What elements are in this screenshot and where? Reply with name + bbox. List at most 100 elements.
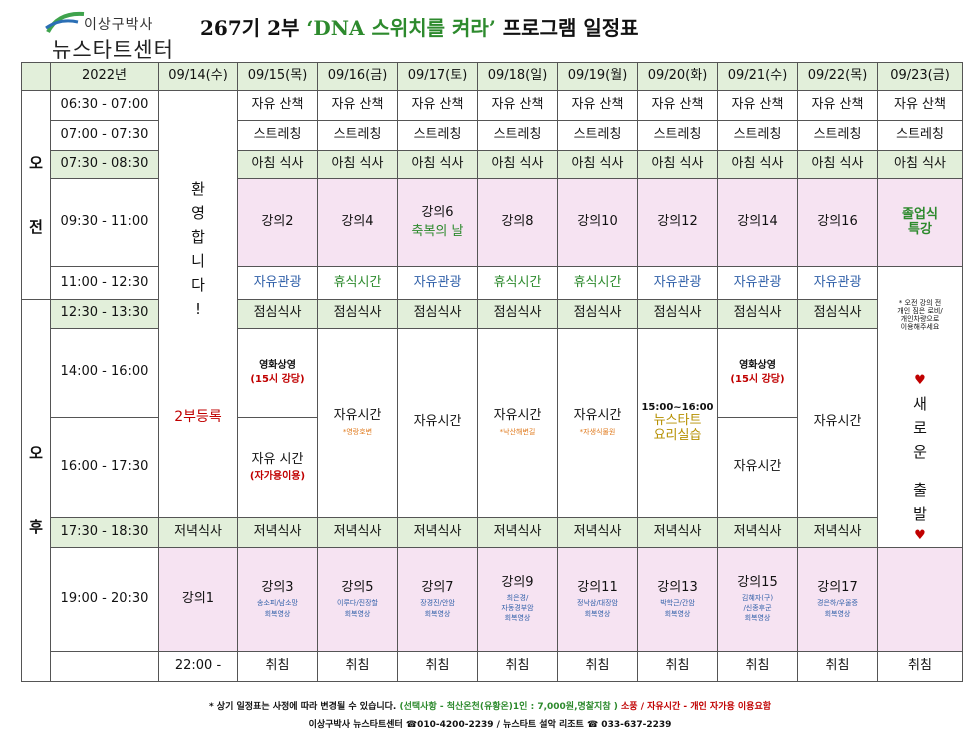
register-label: 2부등록: [174, 409, 222, 425]
header-date: 09/16(금): [317, 62, 398, 91]
logo-line1: 이상구박사: [84, 17, 154, 33]
activity-cell: 휴식시간: [317, 266, 398, 300]
lecture-cell: 강의12: [637, 178, 718, 267]
walk-cell: 자유 산책: [797, 90, 878, 121]
schedule-row: 09:30 - 11:00 강의2 강의4 강의6 축복의 날 강의8 강의10…: [22, 178, 963, 267]
time-cell: 16:00 - 17:30: [50, 416, 159, 518]
lecture-cell: 강의3 송소피/남소망 회복영상: [237, 546, 318, 652]
free-time-cell: 자유시간 *영랑호변: [317, 327, 398, 518]
stretch-cell: 스트레칭: [637, 120, 718, 151]
stretch-cell: 스트레칭: [317, 120, 398, 151]
dinner-cell: 저녁식사: [158, 516, 238, 548]
sleep-cell: 취침: [637, 650, 718, 682]
footer-option-note: (선택사항 - 척산온천(유황온)1인 : 7,000원,명찰지참 ): [399, 702, 618, 712]
lunch-cell: 점심식사: [317, 299, 398, 329]
breakfast-cell: 아침 식사: [557, 150, 638, 179]
sleep-cell: 취침: [877, 650, 963, 682]
lunch-cell: 점심식사: [557, 299, 638, 329]
dinner-cell: 저녁식사: [317, 516, 398, 548]
footer-free-note: 소풍 / 자유시간 - 개인 자가용 이용요함: [621, 702, 772, 712]
stretch-cell: 스트레칭: [557, 120, 638, 151]
lecture-cell: 강의11 정낙삼/대장암 회복영상: [557, 546, 638, 652]
header-date: 09/18(일): [477, 62, 558, 91]
lecture-cell: 강의7 장경진/안암 회복영상: [397, 546, 478, 652]
sleep-cell: 취침: [317, 650, 398, 682]
blessing-label: 축복의 날: [411, 223, 464, 239]
walk-cell: 자유 산책: [477, 90, 558, 121]
lunch-cell: 점심식사: [237, 299, 318, 329]
stretch-cell: 스트레칭: [477, 120, 558, 151]
breakfast-cell: 아침 식사: [797, 150, 878, 179]
lunch-cell: 점심식사: [797, 299, 878, 329]
time-cell: 07:30 - 08:30: [50, 150, 159, 179]
cooking-cell: 15:00~16:00 뉴스타트 요리실습: [637, 327, 718, 518]
walk-cell: 자유 산책: [557, 90, 638, 121]
schedule-row: 14:00 - 16:00 영화상영 (15시 강당) 자유시간 *영랑호변 자…: [22, 327, 963, 518]
header-year: 2022년: [50, 62, 159, 91]
schedule-row: 16:00 - 17:30 자유 시간 (자가용이용) 자유시간: [22, 416, 963, 518]
header-row: 2022년 09/14(수) 09/15(목) 09/16(금) 09/17(토…: [21, 62, 963, 91]
time-cell: 11:00 - 12:30: [50, 266, 159, 300]
dinner-cell: 저녁식사: [717, 516, 798, 548]
time-cell: 06:30 - 07:00: [50, 90, 159, 121]
time-cell: 14:00 - 16:00: [50, 327, 159, 418]
welcome-cell: 환 영 합 니 다! 2부등록: [158, 90, 238, 518]
breakfast-cell: 아침 식사: [717, 150, 798, 179]
free-time-cell: 자유시간 *낙산해변길: [477, 327, 558, 518]
logo-swoosh-icon: [45, 11, 85, 33]
graduation-cell: 졸업식 특강: [877, 178, 963, 267]
walk-cell: 자유 산책: [317, 90, 398, 121]
title-post: 프로그램 일정표: [502, 16, 639, 40]
schedule-table: 2022년 09/14(수) 09/15(목) 09/16(금) 09/17(토…: [21, 62, 963, 682]
time-cell: 09:30 - 11:00: [50, 178, 159, 267]
breakfast-cell: 아침 식사: [637, 150, 718, 179]
page-title: 267기 2부 ‘DNA 스위치를 켜라’ 프로그램 일정표: [200, 12, 639, 41]
dinner-cell: 저녁식사: [637, 516, 718, 548]
sleep-cell: 취침: [237, 650, 318, 682]
footer-change-note: * 상기 일정표는 사정에 따라 변경될 수 있습니다.: [208, 702, 397, 712]
stretch-cell: 스트레칭: [237, 120, 318, 151]
logo-line2: 뉴스타트센터: [52, 38, 174, 62]
lecture-cell: 강의6 축복의 날: [397, 178, 478, 267]
walk-cell: 자유 산책: [397, 90, 478, 121]
sleep-cell: 취침: [557, 650, 638, 682]
activity-cell: 휴식시간: [557, 266, 638, 300]
header-corner: [21, 62, 51, 91]
empty-cell: [877, 546, 963, 652]
footer-contact: 이상구박사 뉴스타트센터 ☎010-4200-2239 / 뉴스타트 설악 리조…: [308, 720, 672, 730]
empty-cell: [50, 650, 159, 682]
header-date: 09/19(월): [557, 62, 638, 91]
lecture-cell: 강의1: [158, 546, 238, 652]
time-cell: 07:00 - 07:30: [50, 120, 159, 151]
header-date: 09/17(토): [397, 62, 478, 91]
header-date: 09/15(목): [237, 62, 318, 91]
schedule-row: 22:00 - 취침 취침 취침 취침 취침 취침 취침 취침 취침: [22, 650, 963, 682]
lecture-cell: 강의8: [477, 178, 558, 267]
activity-cell: 자유관광: [797, 266, 878, 300]
free-time-cell: 자유시간: [797, 327, 878, 518]
movie-cell: 영화상영 (15시 강당): [237, 327, 318, 418]
free-time-cell: 자유 시간 (자가용이용): [237, 416, 318, 518]
walk-cell: 자유 산책: [637, 90, 718, 121]
heart-icon: ♥: [914, 373, 926, 389]
lunch-cell: 점심식사: [397, 299, 478, 329]
free-time-cell: 자유시간 *자생식물원: [557, 327, 638, 518]
schedule-row: 11:00 - 12:30 자유관광 휴식시간 자유관광 휴식시간 휴식시간 자…: [22, 266, 963, 548]
sleep-cell: 취침: [477, 650, 558, 682]
breakfast-cell: 아침 식사: [397, 150, 478, 179]
sleep-cell: 취침: [797, 650, 878, 682]
movie-cell: 영화상영 (15시 강당): [717, 327, 798, 418]
activity-cell: 자유관광: [397, 266, 478, 300]
walk-cell: 자유 산책: [717, 90, 798, 121]
sleep-cell: 취침: [397, 650, 478, 682]
lunch-cell: 점심식사: [637, 299, 718, 329]
lecture-cell: 강의17 경은하/우울증 회복영상: [797, 546, 878, 652]
lecture-cell: 강의14: [717, 178, 798, 267]
stretch-cell: 스트레칭: [397, 120, 478, 151]
lecture-cell: 강의9 최은경/ 자동경부암 회복영상: [477, 546, 558, 652]
